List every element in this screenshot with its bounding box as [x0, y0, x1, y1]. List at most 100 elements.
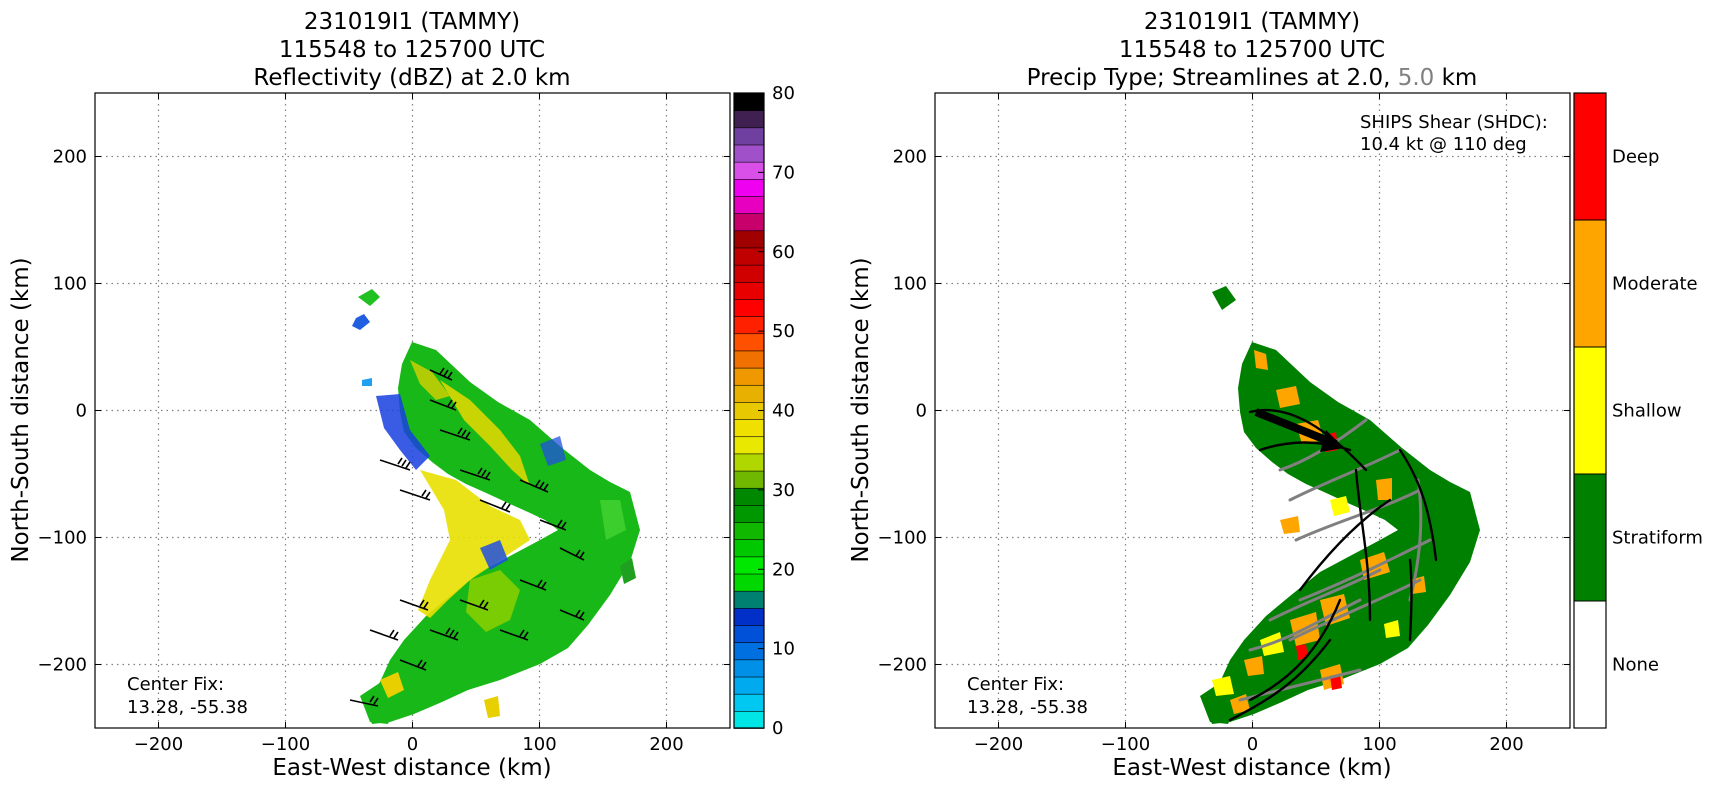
- colorbar-swatch: [733, 384, 765, 403]
- legend-swatch-stratiform: [1573, 473, 1607, 602]
- y-tick-label: 100: [53, 274, 87, 295]
- y-tick-label: 200: [53, 147, 87, 168]
- colorbar-swatch: [733, 212, 765, 232]
- colorbar-swatch: [733, 144, 765, 163]
- y-tick-label: −200: [878, 655, 927, 676]
- legend-label-none: None: [1612, 655, 1659, 676]
- axes-frame: −200 −100 0 100 200 −200 −100 0 100 200: [878, 92, 1571, 755]
- y-tick-label: −100: [38, 528, 87, 549]
- y-axis-label: North-South distance (km): [848, 257, 874, 562]
- y-axis-label: North-South distance (km): [8, 257, 34, 562]
- colorbar-tick-label: 30: [772, 480, 795, 501]
- colorbar-tick-label: 70: [772, 162, 795, 183]
- colorbar-swatch: [733, 693, 765, 712]
- y-tick-label: 0: [76, 401, 87, 422]
- center-fix-value: 13.28, -55.38: [967, 697, 1088, 718]
- legend-swatch-deep: [1573, 92, 1607, 221]
- colorbar-swatch: [733, 641, 765, 661]
- y-tick-label: −200: [38, 655, 87, 676]
- x-tick-label: 0: [407, 734, 418, 755]
- colorbar-tick-label: 0: [772, 718, 783, 739]
- colorbar-swatch: [733, 624, 765, 643]
- x-tick-label: 200: [649, 734, 683, 755]
- colorbar-swatch: [733, 453, 765, 472]
- shear-vector-arrowhead: [1320, 430, 1344, 452]
- colorbar-swatch: [733, 710, 765, 729]
- colorbar-swatch: [733, 229, 765, 249]
- colorbar-tick-label: 40: [772, 401, 795, 422]
- colorbar-swatch: [733, 264, 765, 283]
- x-tick-label: 0: [1247, 734, 1258, 755]
- colorbar-swatch: [733, 538, 765, 558]
- colorbar-swatch: [733, 109, 765, 129]
- colorbar-swatch: [733, 521, 765, 541]
- shear-label: SHIPS Shear (SHDC):: [1360, 112, 1548, 133]
- x-tick-label: −200: [134, 734, 183, 755]
- colorbar-tick-label: 20: [772, 559, 795, 580]
- legend-swatch-shallow: [1573, 346, 1607, 475]
- y-tick-label: 200: [893, 147, 927, 168]
- colorbar-swatch: [733, 573, 765, 592]
- colorbar-swatch: [733, 247, 765, 266]
- colorbar-swatch: [733, 350, 765, 369]
- y-tick-label: 0: [916, 401, 927, 422]
- colorbar-tick-label: 10: [772, 639, 795, 660]
- center-fix-value: 13.28, -55.38: [127, 697, 248, 718]
- legend-border: [1573, 92, 1607, 729]
- precip-type-legend: None Stratiform Shallow Moderate Deep: [1573, 92, 1703, 729]
- x-tick-label: −100: [1101, 734, 1150, 755]
- colorbar-swatch: [733, 298, 765, 317]
- center-fix-label: Center Fix:: [967, 674, 1064, 695]
- dbz-colorbar: 0 10 20 30 40 50 60 70 80: [733, 83, 795, 739]
- panel-title-line-1: 231019I1 (TAMMY): [1144, 9, 1360, 35]
- colorbar-swatch: [733, 504, 765, 523]
- x-axis-label: East-West distance (km): [1112, 755, 1391, 781]
- panel-title-line-2: 115548 to 125700 UTC: [279, 37, 545, 63]
- colorbar-tick-label: 60: [772, 242, 795, 263]
- x-tick-label: 200: [1489, 734, 1523, 755]
- colorbar-tick-label: 50: [772, 321, 795, 342]
- reflectivity-field: [352, 289, 640, 724]
- legend-label-shallow: Shallow: [1612, 401, 1682, 422]
- colorbar-swatch: [733, 332, 765, 352]
- colorbar-swatch: [733, 487, 765, 506]
- colorbar-tick-label: 80: [772, 83, 795, 104]
- x-tick-label: −200: [974, 734, 1023, 755]
- colorbar-swatch: [733, 178, 765, 197]
- axes-frame: −200 −100 0 100 200 −200 −100 0 100 200: [38, 92, 731, 755]
- colorbar-swatch: [733, 607, 765, 626]
- legend-label-deep: Deep: [1612, 147, 1659, 168]
- y-tick-label: 100: [893, 274, 927, 295]
- legend-swatch-moderate: [1573, 219, 1607, 348]
- shear-value: 10.4 kt @ 110 deg: [1360, 134, 1527, 155]
- wind-barbs: [349, 367, 585, 707]
- colorbar-swatch: [733, 418, 765, 438]
- colorbar-swatch: [733, 161, 765, 180]
- colorbar-swatch: [733, 659, 765, 678]
- panel-title-line-1: 231019I1 (TAMMY): [304, 9, 520, 35]
- legend-label-moderate: Moderate: [1612, 274, 1698, 295]
- streamlines-2km: [1228, 408, 1438, 722]
- x-tick-label: 100: [1362, 734, 1396, 755]
- panel-title-line-3: Reflectivity (dBZ) at 2.0 km: [253, 65, 570, 91]
- shear-vector-arrow: [1254, 408, 1338, 448]
- legend-swatch-none: [1573, 600, 1607, 729]
- colorbar-swatch: [733, 127, 765, 146]
- colorbar-swatch: [733, 556, 765, 575]
- y-tick-label: −100: [878, 528, 927, 549]
- colorbar-swatch: [733, 92, 765, 111]
- legend-label-stratiform: Stratiform: [1612, 528, 1703, 549]
- precip-type-field: [1200, 286, 1480, 724]
- x-tick-label: 100: [522, 734, 556, 755]
- colorbar-swatch: [733, 367, 765, 386]
- panel-title-line-3: Precip Type; Streamlines at 2.0, 5.0 km: [1027, 65, 1478, 91]
- colorbar-swatch: [733, 195, 765, 214]
- colorbar-swatch: [733, 590, 765, 609]
- colorbar-swatch: [733, 281, 765, 300]
- colorbar-swatch: [733, 435, 765, 455]
- x-axis-label: East-West distance (km): [272, 755, 551, 781]
- colorbar-swatch: [733, 470, 765, 489]
- precip-type-panel: 231019I1 (TAMMY) 115548 to 125700 UTC Pr…: [848, 9, 1703, 781]
- center-fix-label: Center Fix:: [127, 674, 224, 695]
